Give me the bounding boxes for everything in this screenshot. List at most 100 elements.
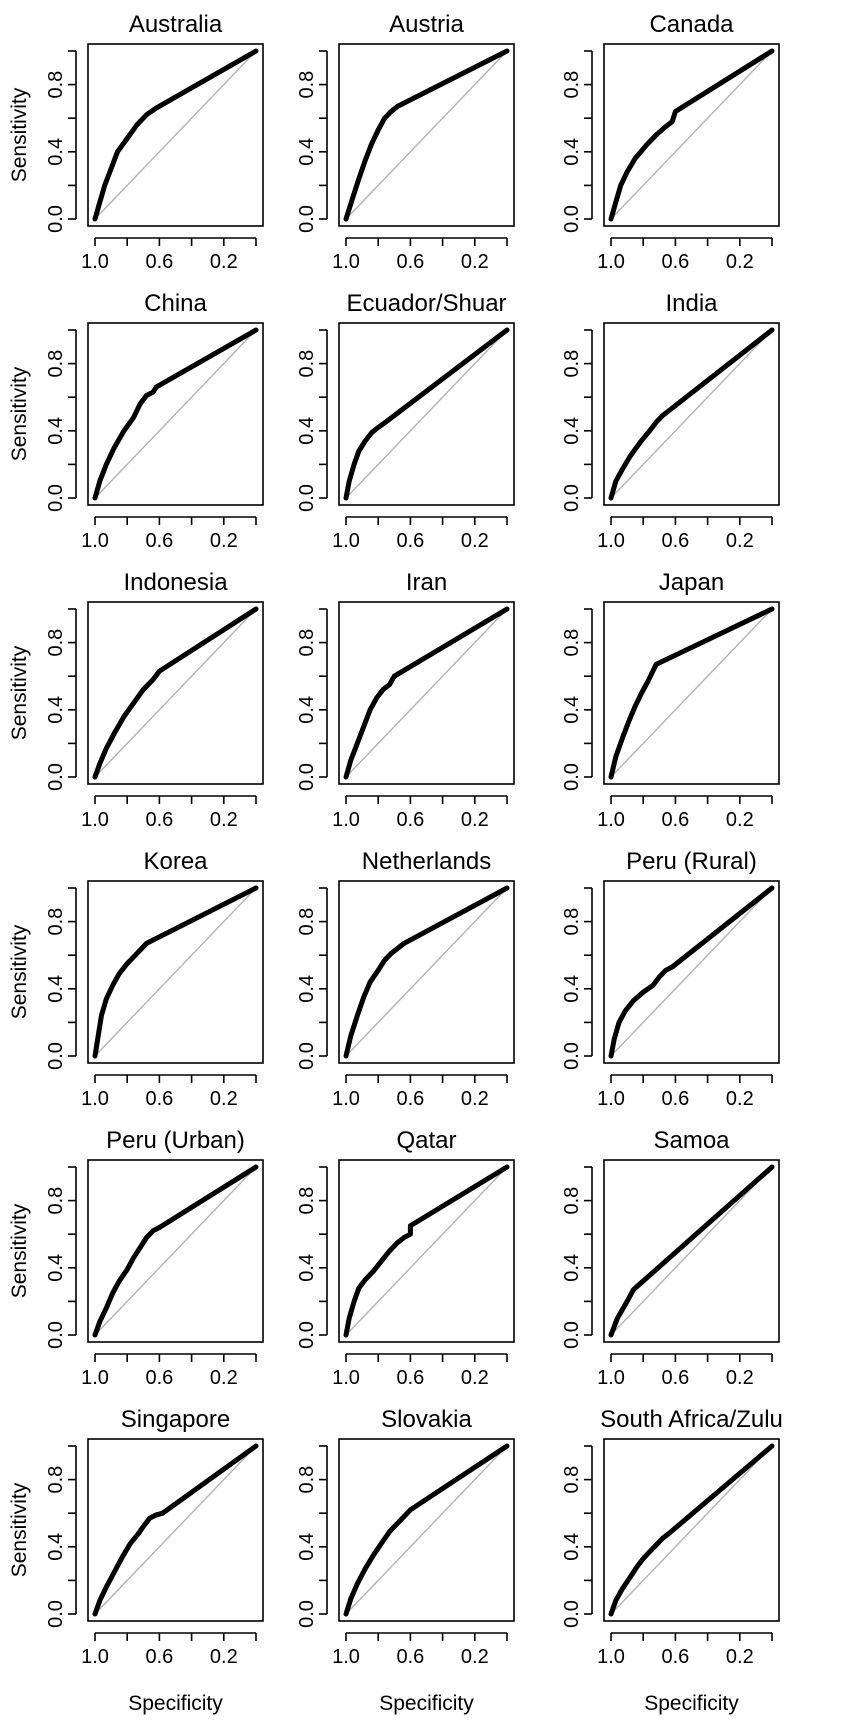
x-tick-label: 1.0 [332,530,360,552]
y-tick-label: 0.4 [561,696,583,724]
x-tick-label: 0.2 [726,809,754,831]
y-tick-label: 0.4 [561,975,583,1003]
panel-title: Peru (Urban) [106,1127,245,1154]
panel-china: China 1.0 0.6 0.2 0.0 0.4 0.8 Sensitivity [8,290,264,552]
y-tick-label: 0.0 [45,1042,67,1070]
reference-line [94,887,257,1057]
x-axis-label: Specificity [128,1692,223,1715]
y-tick-label: 0.8 [45,908,67,936]
panel-title: Canada [649,11,734,38]
x-tick-label: 1.0 [81,1646,109,1668]
y-tick-label: 0.8 [561,908,583,936]
x-tick-label: 0.6 [661,1367,689,1389]
x-tick-label: 1.0 [81,1367,109,1389]
roc-curve [343,885,510,1059]
panel-title: South Africa/Zulu [600,1406,783,1433]
y-axis-label: Sensitivity [8,366,31,461]
plot-frame [87,601,264,785]
x-tick-label: 0.2 [461,1646,489,1668]
x-tick-label: 0.6 [396,809,424,831]
y-tick-label: 0.4 [45,138,67,166]
panel-india: India 1.0 0.6 0.2 0.0 0.4 0.8 [561,290,780,552]
panel-title: Peru (Rural) [626,848,757,875]
plot-frame [603,43,780,227]
roc-curve [92,885,259,1059]
panel-peru-rural: Peru (Rural) 1.0 0.6 0.2 0.0 0.4 0.8 [561,848,780,1110]
plot-frame [603,1438,780,1622]
roc-curve [92,606,259,780]
reference-line [610,1445,773,1615]
panel-title: India [665,290,718,317]
x-tick-label: 0.2 [210,809,238,831]
plot-frame [338,43,515,227]
panel-title: Samoa [653,1127,730,1154]
panel-title: Ecuador/Shuar [346,290,506,317]
y-tick-label: 0.4 [45,417,67,445]
panel-netherlands: Netherlands 1.0 0.6 0.2 0.0 0.4 0.8 [296,848,515,1110]
roc-curve [343,48,510,222]
y-tick-label: 0.8 [296,629,318,657]
panel-peru-urban: Peru (Urban) 1.0 0.6 0.2 0.0 0.4 0.8 Sensitivit… [8,1127,264,1389]
y-tick-label: 0.8 [45,629,67,657]
y-tick-label: 0.0 [561,484,583,512]
x-tick-label: 0.6 [396,251,424,273]
y-tick-label: 0.8 [561,1187,583,1215]
y-tick-label: 0.8 [296,908,318,936]
x-tick-label: 0.6 [145,530,173,552]
x-tick-label: 0.2 [461,809,489,831]
x-tick-label: 1.0 [597,251,625,273]
y-tick-label: 0.4 [45,1533,67,1561]
x-tick-label: 0.2 [461,251,489,273]
y-tick-label: 0.0 [561,763,583,791]
x-tick-label: 0.2 [461,530,489,552]
roc-curve [608,1164,775,1338]
reference-line [345,887,508,1057]
reference-line [610,329,773,499]
panel-slovakia: Slovakia 1.0 0.6 0.2 0.0 0.4 0.8 Specificity [296,1406,515,1715]
reference-line [94,50,257,220]
roc-curve [608,48,775,222]
x-tick-label: 0.6 [145,1367,173,1389]
x-tick-label: 0.6 [661,251,689,273]
x-tick-label: 0.6 [396,1088,424,1110]
x-tick-label: 1.0 [332,1088,360,1110]
x-tick-label: 0.2 [726,1088,754,1110]
y-axis-label: Sensitivity [8,1203,31,1298]
y-tick-label: 0.0 [45,1321,67,1349]
y-tick-label: 0.0 [45,484,67,512]
plot-frame [603,601,780,785]
plot-frame [87,880,264,1064]
panel-singapore: Singapore 1.0 0.6 0.2 0.0 0.4 0.8 Sensitivity Sp… [8,1406,264,1715]
y-tick-label: 0.4 [45,1254,67,1282]
panel-qatar: Qatar 1.0 0.6 0.2 0.0 0.4 0.8 [296,1127,515,1389]
panel-austria: Austria 1.0 0.6 0.2 0.0 0.4 0.8 [296,11,515,273]
y-tick-label: 0.4 [45,975,67,1003]
y-tick-label: 0.0 [296,763,318,791]
y-tick-label: 0.4 [561,138,583,166]
panel-title: Iran [406,569,447,596]
reference-line [94,1166,257,1336]
y-tick-label: 0.8 [45,1466,67,1494]
x-tick-label: 1.0 [81,809,109,831]
panel-south-africa-zulu: South Africa/Zulu 1.0 0.6 0.2 0.0 0.4 0.8 Speci… [561,1406,783,1715]
x-tick-label: 0.2 [726,251,754,273]
panel-title: Australia [129,11,223,38]
plot-frame [603,1159,780,1343]
y-tick-label: 0.8 [561,71,583,99]
y-tick-label: 0.8 [296,1466,318,1494]
plot-frame [87,322,264,506]
panel-australia: Australia 1.0 0.6 0.2 0.0 0.4 0.8 Sensitivity [8,11,264,273]
x-tick-label: 1.0 [597,1646,625,1668]
x-tick-label: 0.6 [396,1367,424,1389]
y-tick-label: 0.8 [45,1187,67,1215]
x-tick-label: 1.0 [597,530,625,552]
x-tick-label: 1.0 [81,530,109,552]
roc-curve [92,327,259,501]
y-tick-label: 0.4 [296,975,318,1003]
x-axis-label: Specificity [644,1692,739,1715]
y-tick-label: 0.0 [296,205,318,233]
reference-line [610,887,773,1057]
y-tick-label: 0.0 [561,1600,583,1628]
x-tick-label: 0.2 [726,1367,754,1389]
